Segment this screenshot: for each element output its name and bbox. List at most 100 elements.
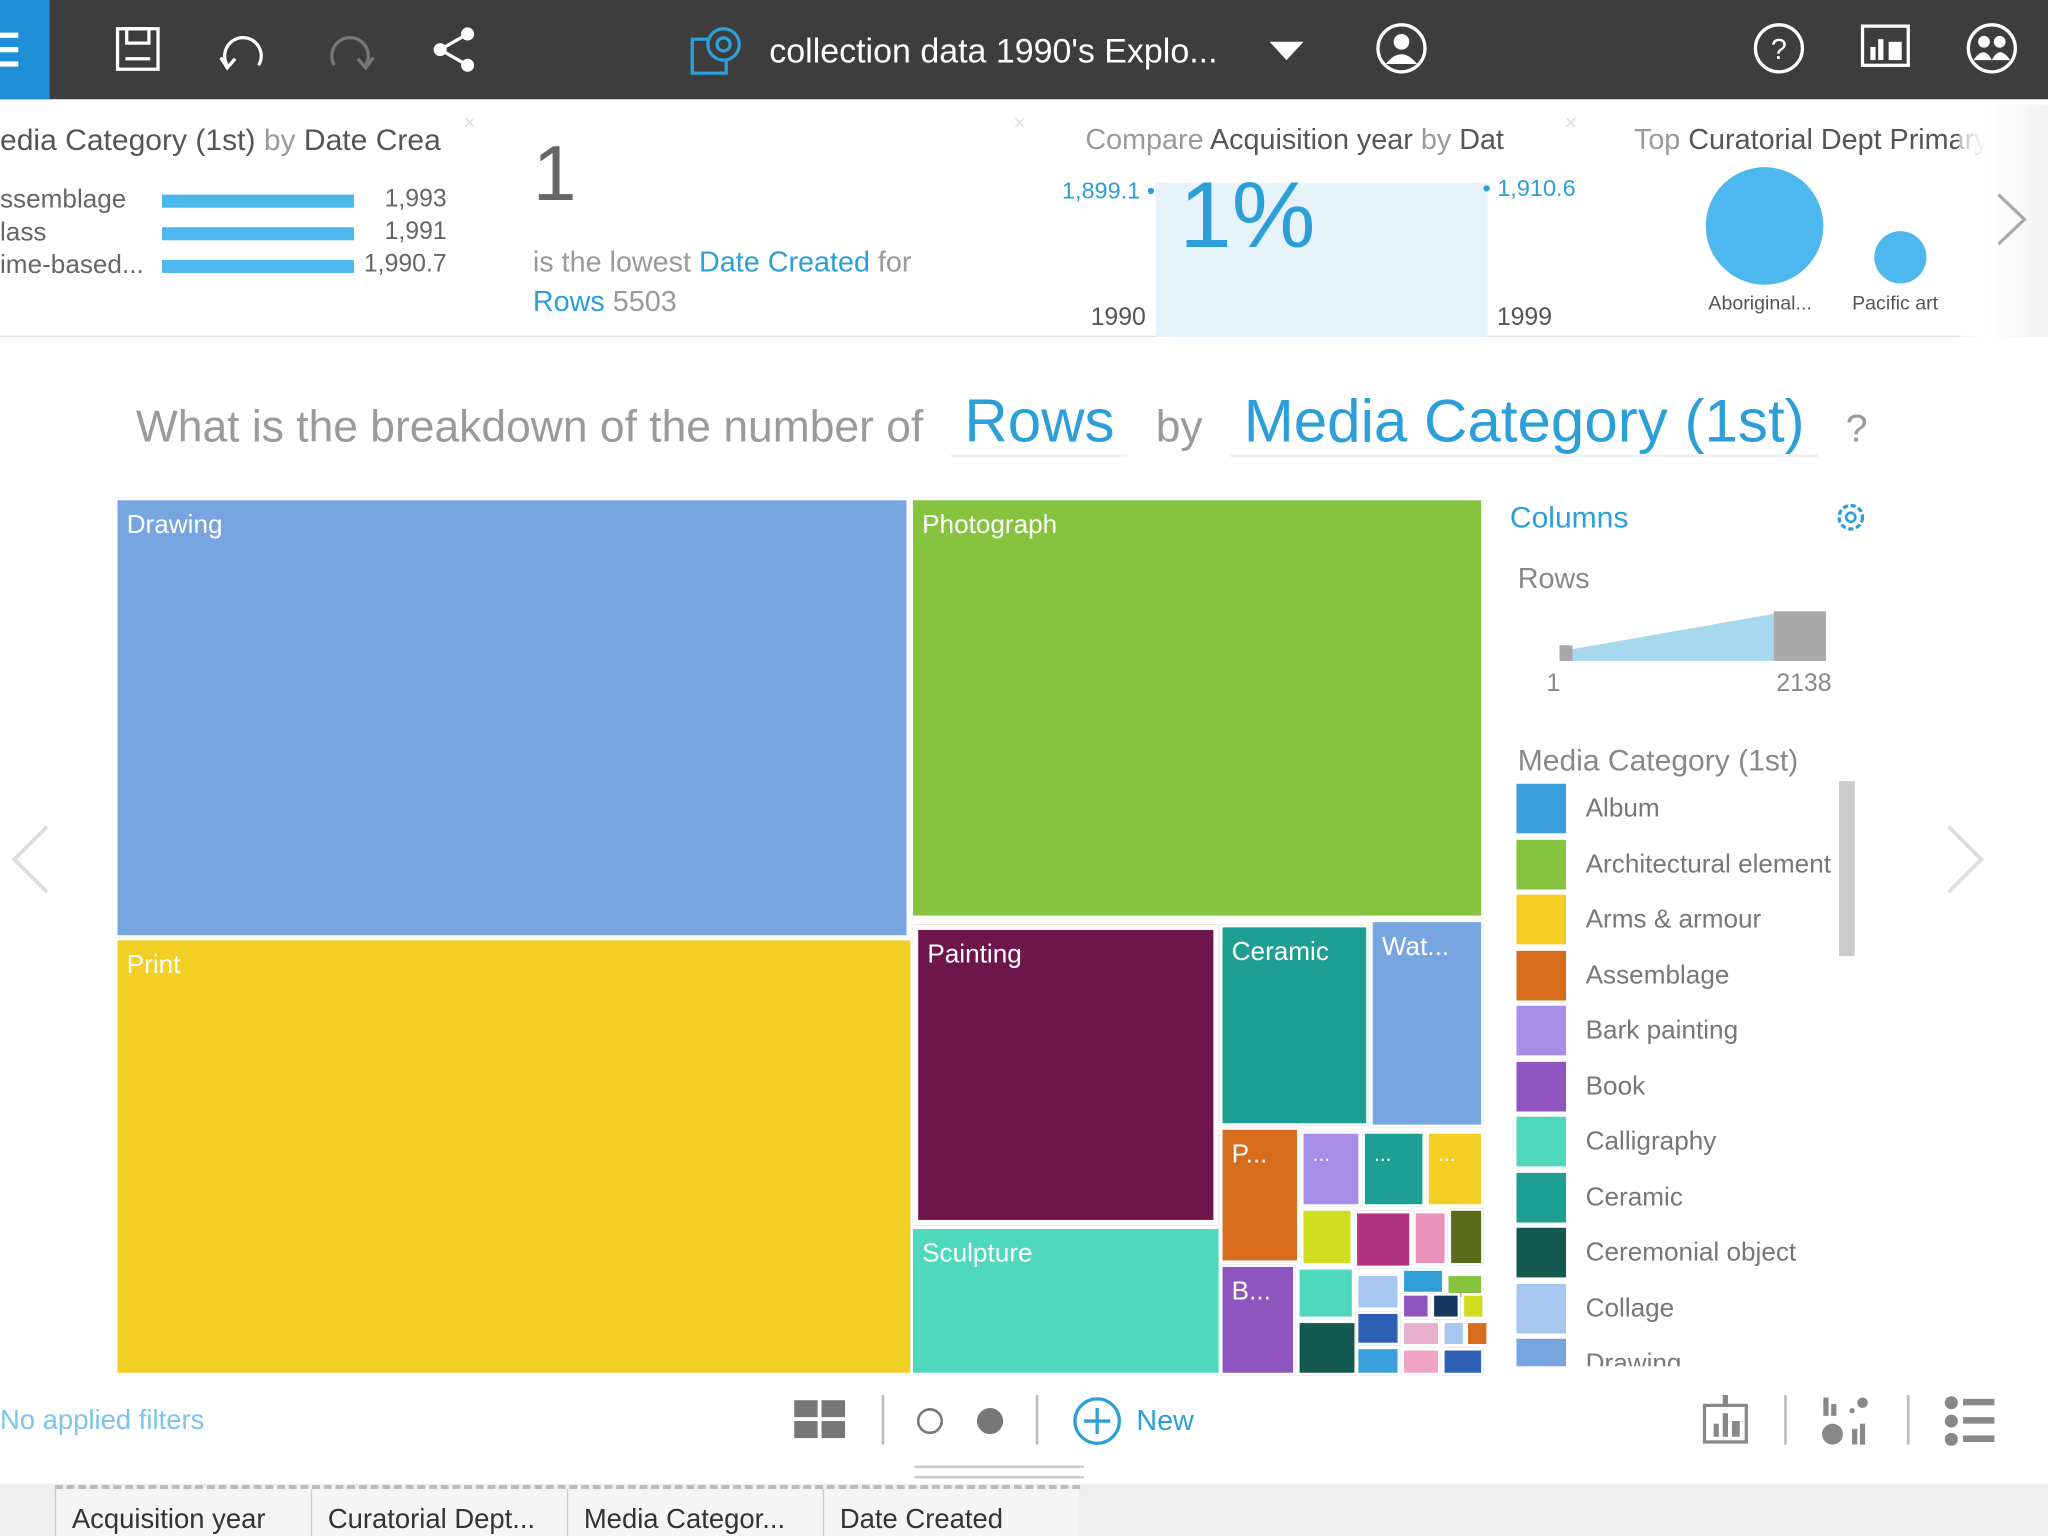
legend-label: Drawing [1585, 1349, 1682, 1367]
new-button[interactable]: New [1136, 1404, 1194, 1437]
legend-item[interactable]: Album [1516, 783, 1856, 836]
treemap-tile[interactable]: ... [1426, 1131, 1484, 1207]
row-label: ime-based... [0, 250, 144, 280]
list-icon[interactable] [1944, 1395, 1996, 1447]
treemap-tile[interactable] [1413, 1210, 1448, 1266]
question-help[interactable]: ? [1845, 407, 1868, 451]
card-text: is the lowest [532, 245, 692, 279]
treemap-tile[interactable]: Painting [912, 924, 1219, 1226]
grid-view[interactable] [794, 1400, 846, 1439]
treemap-tile[interactable] [1300, 1208, 1354, 1266]
legend-item[interactable]: Bark painting [1516, 1005, 1856, 1058]
treemap-tile[interactable] [1401, 1293, 1431, 1320]
treemap-tile[interactable] [1401, 1347, 1441, 1376]
treemap-tile[interactable] [1401, 1268, 1445, 1295]
close-card[interactable]: × [1013, 112, 1026, 135]
legend-swatch [1516, 1172, 1567, 1222]
close-card[interactable]: × [463, 112, 476, 135]
legend-item[interactable]: Ceremonial object [1516, 1227, 1856, 1280]
bubble [1874, 231, 1927, 284]
treemap-tile[interactable]: ... [1362, 1131, 1425, 1207]
row-bar [161, 259, 354, 273]
legend-swatch [1516, 1227, 1567, 1278]
settings-icon[interactable] [1834, 500, 1868, 534]
end-value: • 1,910.6 [1482, 175, 1576, 202]
treemap-tile[interactable]: B... [1219, 1264, 1296, 1376]
trend-area [1155, 182, 1488, 337]
card-field: Date Created [699, 245, 870, 279]
size-title: Rows [1517, 561, 1590, 595]
treemap-tile[interactable] [1296, 1320, 1358, 1376]
question-measure[interactable]: Rows [951, 386, 1128, 458]
legend-swatch [1516, 1061, 1567, 1111]
visualizations-icon[interactable] [1821, 1392, 1876, 1447]
legend-item[interactable]: Collage [1516, 1283, 1856, 1335]
treemap-tile[interactable] [1355, 1346, 1401, 1376]
dashboard-icon[interactable] [1860, 24, 1912, 71]
treemap-tile[interactable] [1431, 1293, 1461, 1320]
exploration-icon [690, 27, 741, 75]
question-dimension[interactable]: Media Category (1st) [1230, 386, 1818, 458]
collaborate-icon[interactable] [1964, 21, 2019, 76]
treemap-tile[interactable]: Ceramic [1219, 924, 1369, 1126]
treemap-tile[interactable] [1355, 1311, 1401, 1346]
tab[interactable]: Curatorial Dept... [310, 1488, 567, 1536]
legend-item[interactable]: Ceramic [1516, 1172, 1856, 1224]
start-label: 1990 [1090, 304, 1146, 332]
legend-item[interactable]: Calligraphy [1516, 1116, 1856, 1169]
card-2-text: is the lowest Date Created for [533, 246, 912, 280]
filters[interactable]: No applied filters [0, 1405, 205, 1436]
start-value: 1,899.1 • [1061, 177, 1156, 204]
treemap-tile[interactable] [1441, 1347, 1484, 1376]
treemap-tile[interactable]: Sculpture [910, 1226, 1222, 1376]
legend-swatch [1516, 839, 1567, 889]
treemap-tile[interactable] [1448, 1208, 1484, 1266]
treemap-tile[interactable] [1441, 1320, 1466, 1347]
legend-swatch [1516, 783, 1567, 834]
tab[interactable]: Media Categor... [566, 1488, 823, 1536]
treemap-tile[interactable]: Drawing [114, 497, 910, 938]
treemap-tile[interactable]: Wat... [1370, 919, 1484, 1128]
menu-button[interactable] [0, 0, 50, 100]
treemap: Drawing Photograph Print Painting Cerami… [114, 497, 1489, 1376]
treemap-tile[interactable]: P... [1219, 1127, 1300, 1264]
treemap-tile[interactable] [1354, 1210, 1412, 1269]
page-dots[interactable] [914, 1405, 1008, 1436]
row-label: ssemblage [0, 185, 127, 215]
treemap-tile[interactable] [1461, 1293, 1486, 1320]
treemap-tile[interactable]: Photograph [910, 497, 1484, 919]
next-cards[interactable] [1993, 191, 2030, 248]
card-top: Top [1633, 122, 1681, 156]
treemap-tile[interactable]: Print [114, 937, 913, 1376]
bubble-label: Aboriginal... [1708, 292, 1812, 315]
tab[interactable]: Acquisition year [54, 1488, 311, 1536]
dropdown-arrow[interactable] [1267, 39, 1306, 63]
next-arrow[interactable] [1944, 823, 1988, 896]
share-icon[interactable] [431, 26, 478, 73]
tab[interactable]: Date Created [822, 1488, 1079, 1536]
redo-icon[interactable] [324, 26, 376, 73]
prev-arrow[interactable] [8, 823, 52, 896]
exploration-title: collection data 1990's Explo... [769, 31, 1218, 71]
legend-item[interactable]: Assemblage [1516, 950, 1856, 1002]
treemap-tile[interactable] [1296, 1266, 1355, 1320]
treemap-tile[interactable] [1355, 1273, 1401, 1311]
legend-item[interactable]: Arms & armour [1516, 894, 1856, 947]
help-icon[interactable]: ? [1752, 21, 1807, 76]
legend-item[interactable]: Book [1516, 1061, 1856, 1113]
legend-item[interactable]: Drawing [1516, 1338, 1856, 1367]
drag-handle[interactable] [914, 1465, 1085, 1479]
legend-item[interactable]: Architectural element [1516, 839, 1856, 891]
insights-icon[interactable] [1702, 1394, 1749, 1445]
save-icon[interactable] [115, 26, 162, 73]
treemap-tile[interactable] [1401, 1320, 1441, 1347]
scrollbar[interactable] [1839, 781, 1855, 957]
undo-icon[interactable] [219, 26, 271, 73]
card-2-measure: Rows 5503 [533, 285, 677, 319]
user-icon[interactable] [1374, 21, 1429, 76]
card-dimension: Date Crea [303, 122, 441, 157]
close-card[interactable]: × [1564, 112, 1577, 135]
treemap-tile[interactable] [1465, 1320, 1489, 1347]
treemap-tile[interactable]: ... [1300, 1131, 1361, 1207]
new-icon[interactable] [1072, 1396, 1122, 1446]
